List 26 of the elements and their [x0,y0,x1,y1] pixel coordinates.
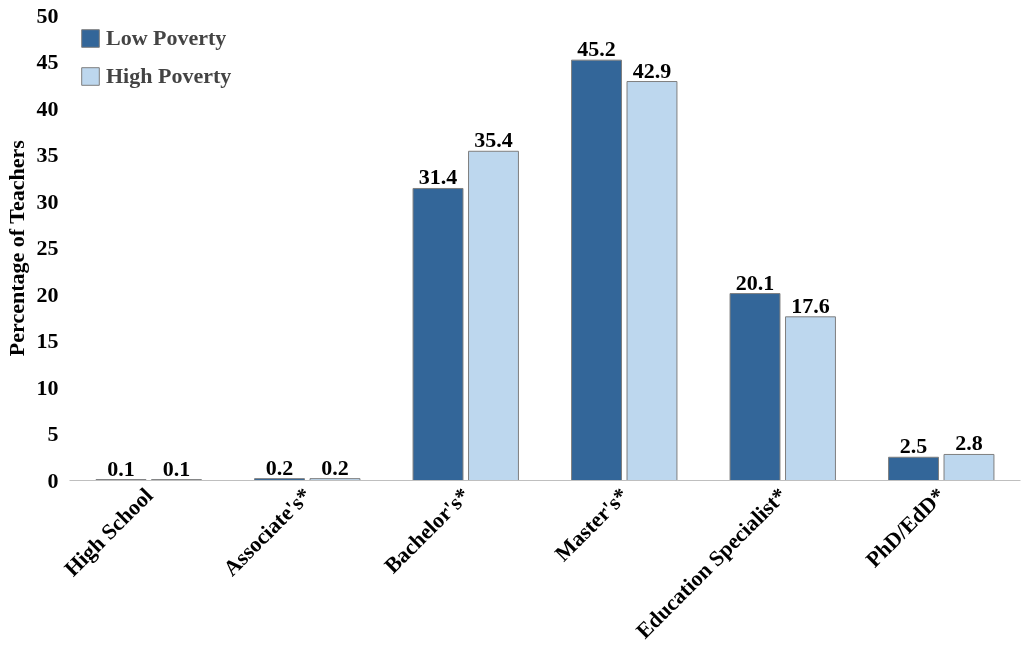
data-label: 0.2 [321,454,349,480]
y-tick-label: 25 [36,235,59,260]
legend-label: Low Poverty [106,25,227,51]
data-label: 31.4 [418,164,458,190]
data-label: 17.6 [791,292,830,318]
y-tick-label: 50 [36,2,59,28]
legend-label: High Poverty [106,63,232,89]
data-label: 0.2 [265,454,294,480]
y-tick-label: 10 [36,374,59,400]
data-label: 0.1 [162,455,191,481]
data-label: 35.4 [474,127,513,153]
data-label: 42.9 [632,57,672,83]
y-axis-title: Percentage of Teachers [3,139,29,357]
y-tick-label: 35 [36,142,59,167]
y-tick-label: 0 [47,467,59,493]
data-label: 2.5 [899,433,928,459]
y-tick-label: 45 [36,49,59,74]
y-tick-label: 15 [36,328,59,353]
y-tick-label: 20 [36,281,59,307]
y-tick-label: 5 [47,421,59,446]
data-label: 2.8 [955,430,983,456]
data-label: 20.1 [735,269,775,295]
y-tick-label: 30 [36,188,59,214]
data-label: 0.1 [107,455,135,481]
y-tick-label: 40 [36,95,59,121]
data-label: 45.2 [577,36,616,62]
